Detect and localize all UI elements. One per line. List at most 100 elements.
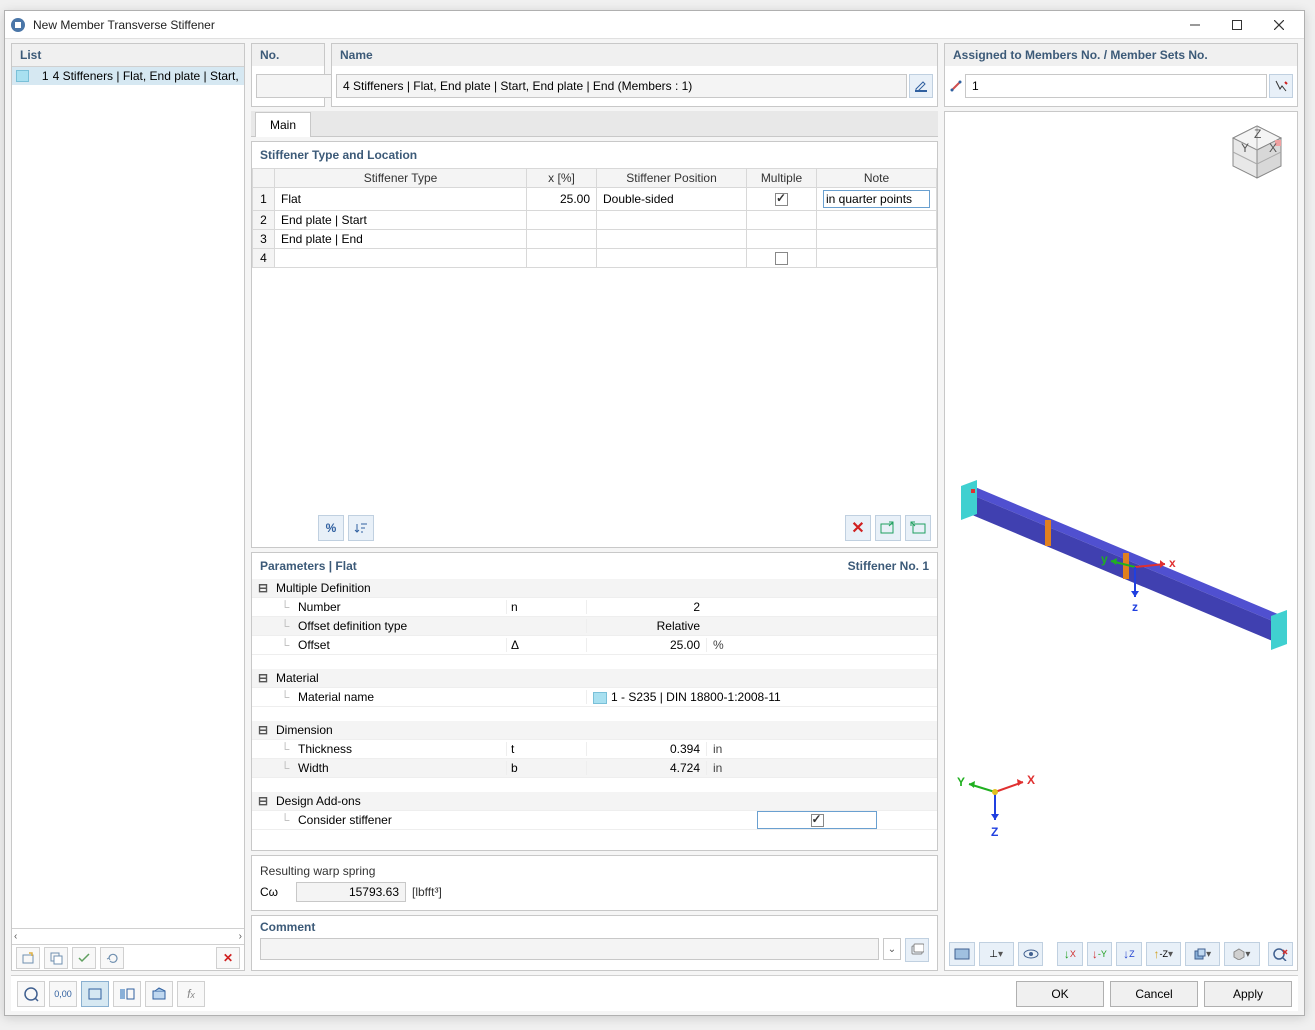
content-area: List 1 4 Stiffeners | Flat, End plate | … bbox=[5, 39, 1304, 1015]
preview-3d[interactable]: X Y Z bbox=[944, 111, 1298, 971]
warp-symbol: Cω bbox=[260, 885, 290, 899]
units-button[interactable]: 0,00 bbox=[49, 981, 77, 1007]
name-box: Name bbox=[331, 43, 938, 107]
table-row[interactable]: 4 bbox=[253, 249, 937, 268]
footer-row: 0,00 fx OK Cancel Apply bbox=[11, 975, 1298, 1011]
new-item-button[interactable] bbox=[16, 947, 40, 969]
svg-text:y: y bbox=[1101, 552, 1108, 566]
param-offset[interactable]: └ Offset Δ 25.00 % bbox=[252, 636, 937, 655]
mode2-button[interactable] bbox=[113, 981, 141, 1007]
fx-button[interactable]: fx bbox=[177, 981, 205, 1007]
minimize-button[interactable] bbox=[1174, 12, 1216, 38]
param-offset-type[interactable]: └ Offset definition type Relative bbox=[252, 617, 937, 636]
list-item[interactable]: 1 4 Stiffeners | Flat, End plate | Start… bbox=[12, 67, 244, 85]
param-thickness[interactable]: └ Thickness t 0.394 in bbox=[252, 740, 937, 759]
delete-row-button[interactable]: ✕ bbox=[845, 515, 871, 541]
list-body[interactable]: 1 4 Stiffeners | Flat, End plate | Start… bbox=[12, 67, 244, 928]
collapse-icon[interactable]: ⊟ bbox=[252, 794, 274, 808]
cancel-button[interactable]: Cancel bbox=[1110, 981, 1198, 1007]
table-row[interactable]: 2 End plate | Start bbox=[253, 211, 937, 230]
comment-aux-button[interactable] bbox=[905, 938, 929, 962]
view-ny-button[interactable]: ↓-Y bbox=[1087, 942, 1113, 966]
maximize-button[interactable] bbox=[1216, 12, 1258, 38]
group-dimension[interactable]: ⊟ Dimension bbox=[252, 721, 937, 740]
refresh-button[interactable] bbox=[100, 947, 124, 969]
mode1-button[interactable] bbox=[81, 981, 109, 1007]
pick-members-button[interactable] bbox=[1269, 74, 1293, 98]
check-button[interactable] bbox=[72, 947, 96, 969]
col-note[interactable]: Note bbox=[817, 169, 937, 188]
view-toolbar: ⊥▾ ↓X ↓-Y ↓Z ↑-Z▾ ▾ ▾ bbox=[949, 942, 1293, 966]
scroll-right-icon[interactable]: › bbox=[239, 931, 242, 942]
close-button[interactable] bbox=[1258, 12, 1300, 38]
view-cube-button[interactable]: ▾ bbox=[1224, 942, 1259, 966]
material-color-icon bbox=[593, 692, 607, 704]
grid-toolbar: % ✕ bbox=[252, 509, 937, 547]
member-icon bbox=[949, 80, 963, 92]
mode3-button[interactable] bbox=[145, 981, 173, 1007]
view-units-button[interactable]: ⊥▾ bbox=[979, 942, 1014, 966]
copy-item-button[interactable] bbox=[44, 947, 68, 969]
col-type[interactable]: Stiffener Type bbox=[275, 169, 527, 188]
note-input[interactable] bbox=[823, 190, 930, 208]
stiffener-table[interactable]: Stiffener Type x [%] Stiffener Position … bbox=[252, 168, 937, 268]
no-label: No. bbox=[252, 44, 324, 66]
param-consider[interactable]: └ Consider stiffener bbox=[252, 811, 937, 830]
name-input[interactable] bbox=[336, 74, 907, 98]
group-addons[interactable]: ⊟ Design Add-ons bbox=[252, 792, 937, 811]
group-multdef[interactable]: ⊟ Multiple Definition bbox=[252, 579, 937, 598]
list-toolbar: ✕ bbox=[12, 944, 244, 970]
tab-main[interactable]: Main bbox=[255, 112, 311, 137]
edit-name-button[interactable] bbox=[909, 74, 933, 98]
parameters-header: Parameters | Flat Stiffener No. 1 bbox=[252, 553, 937, 579]
view-nz-button[interactable]: ↑-Z▾ bbox=[1146, 942, 1181, 966]
apply-button[interactable]: Apply bbox=[1204, 981, 1292, 1007]
ok-button[interactable]: OK bbox=[1016, 981, 1104, 1007]
consider-checkbox[interactable] bbox=[757, 811, 877, 829]
sort-button[interactable] bbox=[348, 515, 374, 541]
multiple-checkbox[interactable] bbox=[775, 252, 788, 265]
warp-value: 15793.63 bbox=[296, 882, 406, 902]
param-number[interactable]: └ Number n 2 bbox=[252, 598, 937, 617]
col-mult[interactable]: Multiple bbox=[747, 169, 817, 188]
collapse-icon[interactable]: ⊟ bbox=[252, 671, 274, 685]
view-proj-button[interactable]: ▾ bbox=[1185, 942, 1220, 966]
list-item-label: 4 Stiffeners | Flat, End plate | Start, … bbox=[53, 69, 240, 83]
name-label: Name bbox=[332, 44, 937, 66]
delete-item-button[interactable]: ✕ bbox=[216, 947, 240, 969]
export-button[interactable] bbox=[905, 515, 931, 541]
table-row[interactable]: 3 End plate | End bbox=[253, 230, 937, 249]
stiffener-section-title: Stiffener Type and Location bbox=[252, 142, 937, 168]
collapse-icon[interactable]: ⊟ bbox=[252, 723, 274, 737]
table-row[interactable]: 1 Flat 25.00 Double-sided bbox=[253, 188, 937, 211]
header-row: No. Name Assigned to Members No. / Membe… bbox=[251, 43, 1298, 107]
svg-text:z: z bbox=[1132, 600, 1138, 614]
import-button[interactable] bbox=[875, 515, 901, 541]
grid-filler bbox=[252, 268, 937, 509]
window-title: New Member Transverse Stiffener bbox=[33, 18, 1174, 32]
view-yz-button[interactable]: ↓Z bbox=[1116, 942, 1142, 966]
group-material[interactable]: ⊟ Material bbox=[252, 669, 937, 688]
scroll-left-icon[interactable]: ‹ bbox=[14, 931, 17, 942]
comment-input[interactable] bbox=[260, 938, 879, 960]
view-render-button[interactable] bbox=[949, 942, 975, 966]
col-x[interactable]: x [%] bbox=[527, 169, 597, 188]
parameters-section: Parameters | Flat Stiffener No. 1 ⊟ Mult… bbox=[251, 552, 938, 851]
param-material-name[interactable]: └ Material name 1 - S235 | DIN 18800-1:2… bbox=[252, 688, 937, 707]
view-yx-button[interactable]: ↓X bbox=[1057, 942, 1083, 966]
view-reset-button[interactable] bbox=[1268, 942, 1294, 966]
list-h-scrollbar[interactable]: ‹ › bbox=[12, 928, 244, 944]
multiple-checkbox[interactable] bbox=[775, 193, 788, 206]
top-panels: List 1 4 Stiffeners | Flat, End plate | … bbox=[11, 43, 1298, 971]
param-width[interactable]: └ Width b 4.724 in bbox=[252, 759, 937, 778]
parameters-sub: Stiffener No. 1 bbox=[848, 559, 929, 573]
help-button[interactable] bbox=[17, 981, 45, 1007]
collapse-icon[interactable]: ⊟ bbox=[252, 581, 274, 595]
parameters-title: Parameters | Flat bbox=[260, 559, 357, 573]
col-pos[interactable]: Stiffener Position bbox=[597, 169, 747, 188]
percent-toggle-button[interactable]: % bbox=[318, 515, 344, 541]
view-show-button[interactable] bbox=[1018, 942, 1044, 966]
comment-dropdown-button[interactable]: ⌄ bbox=[883, 938, 901, 960]
assigned-input[interactable] bbox=[965, 74, 1267, 98]
warp-label: Resulting warp spring bbox=[260, 864, 929, 878]
